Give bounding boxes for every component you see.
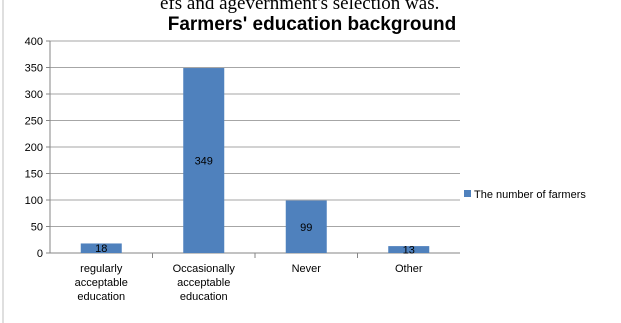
bar — [388, 246, 430, 253]
x-category-label: education — [77, 291, 125, 303]
x-category-label: Other — [395, 263, 423, 275]
bar — [80, 243, 122, 253]
y-tick-label: 0 — [37, 248, 43, 260]
legend-swatch — [464, 190, 471, 197]
data-label: 349 — [195, 156, 213, 168]
bar — [285, 200, 327, 253]
data-label: 99 — [300, 222, 312, 234]
y-tick-label: 250 — [25, 116, 43, 128]
y-axis-ticks: 0 50 100 150 200 250 300 350 400 — [25, 36, 43, 260]
clipped-text-fragment: efs and agevernment's selection was. — [160, 0, 439, 14]
data-labels: 18 349 99 13 — [95, 156, 415, 257]
x-category-label: acceptable — [75, 277, 128, 289]
bar — [183, 68, 225, 253]
y-tick-label: 200 — [25, 142, 43, 154]
x-category-label: regularly — [80, 263, 123, 275]
x-category-label: Occasionally — [173, 263, 236, 275]
y-tick-label: 400 — [25, 36, 43, 48]
legend-label: The number of farmers — [474, 189, 586, 201]
x-category-label: acceptable — [177, 277, 230, 289]
chart-title: Farmers' education background — [168, 14, 457, 35]
y-tick-label: 100 — [25, 195, 43, 207]
data-label: 13 — [403, 245, 415, 257]
gridlines — [46, 40, 460, 258]
y-tick-label: 350 — [25, 63, 43, 75]
x-category-label: education — [180, 291, 228, 303]
data-label: 18 — [95, 243, 107, 255]
y-tick-label: 150 — [25, 169, 43, 181]
legend: The number of farmers — [464, 189, 586, 201]
y-tick-label: 50 — [31, 222, 43, 234]
x-axis-categories: regularly acceptable education Occasionally… — [75, 263, 423, 303]
bars — [80, 68, 430, 253]
y-tick-label: 300 — [25, 89, 43, 101]
x-category-label: Never — [292, 263, 322, 275]
